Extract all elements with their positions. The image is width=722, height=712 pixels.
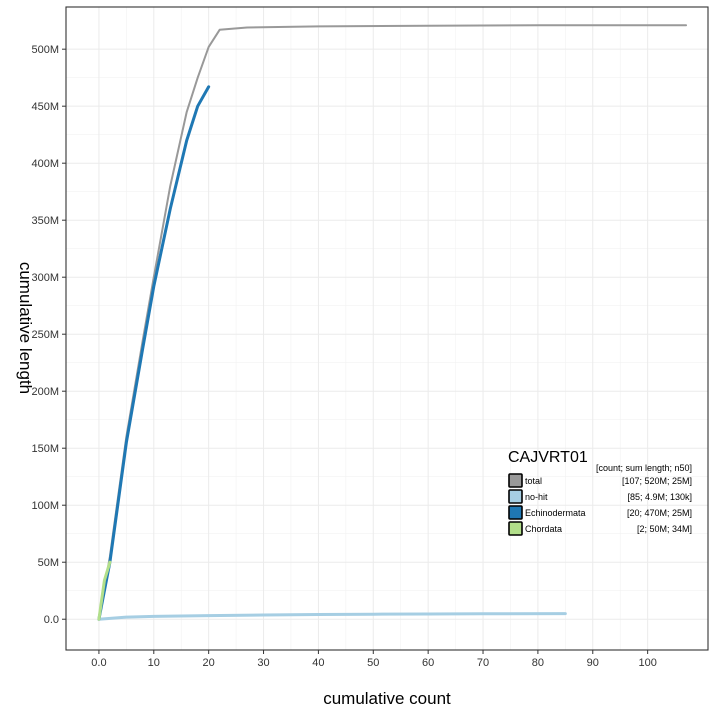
x-tick-label: 50 (367, 657, 379, 669)
legend-swatch-no-hit (508, 489, 523, 504)
x-tick-label: 80 (532, 657, 544, 669)
y-axis: 0.0 50M 100M 150M 200M 250M 300M 350M 400M 450M 50… (31, 44, 66, 626)
y-tick-label: 400M (31, 158, 59, 170)
legend-items: total [107; 520M; 25M] no-hit [85; 4.9M; 13… (508, 473, 692, 536)
legend-label-echinodermata: Echinodermata (525, 508, 586, 518)
y-axis-title: cumulative length (16, 262, 35, 394)
series-layer (97, 24, 688, 621)
legend-label-total: total (525, 476, 542, 486)
plot-border (65, 6, 709, 651)
legend-title: CAJVRT01 (508, 449, 588, 466)
legend-label-no-hit: no-hit (525, 492, 548, 502)
legend-stats-chordata: [2; 50M; 34M] (637, 524, 692, 534)
x-tick-label: 70 (477, 657, 489, 669)
y-tick-label: 500M (31, 44, 59, 56)
x-axis: 0.0 10 20 30 40 50 60 70 80 90 100 (91, 650, 657, 669)
x-tick-label: 0.0 (91, 657, 106, 669)
legend-swatch-chordata (508, 521, 523, 536)
y-tick-label: 0.0 (44, 614, 59, 626)
legend-stats-no-hit: [85; 4.9M; 130k] (627, 492, 692, 502)
y-tick-label: 200M (31, 386, 59, 398)
y-tick-label: 50M (38, 557, 59, 569)
x-tick-label: 10 (148, 657, 160, 669)
legend-swatch-total (508, 473, 523, 488)
x-tick-label: 20 (203, 657, 215, 669)
x-tick-label: 30 (257, 657, 269, 669)
series-line-no-hit (97, 612, 567, 621)
grid (66, 7, 708, 650)
legend-stats-echinodermata: [20; 470M; 25M] (627, 508, 692, 518)
legend-stats-total: [107; 520M; 25M] (622, 476, 692, 486)
x-tick-label: 100 (638, 657, 656, 669)
y-tick-label: 350M (31, 215, 59, 227)
legend-label-chordata: Chordata (525, 524, 562, 534)
x-tick-label: 90 (587, 657, 599, 669)
legend-swatch-echinodermata (508, 505, 523, 520)
series-line-echinodermata (97, 85, 211, 621)
y-tick-label: 450M (31, 101, 59, 113)
y-tick-label: 150M (31, 443, 59, 455)
y-tick-label: 100M (31, 500, 59, 512)
series-line-chordata (97, 560, 112, 621)
y-tick-label: 250M (31, 329, 59, 341)
legend-header: [count; sum length; n50] (596, 463, 692, 473)
x-axis-title: cumulative count (323, 689, 451, 708)
x-tick-label: 40 (312, 657, 324, 669)
legend: CAJVRT01 [count; sum length; n50] total [… (508, 449, 692, 536)
y-tick-label: 300M (31, 272, 59, 284)
x-tick-label: 60 (422, 657, 434, 669)
